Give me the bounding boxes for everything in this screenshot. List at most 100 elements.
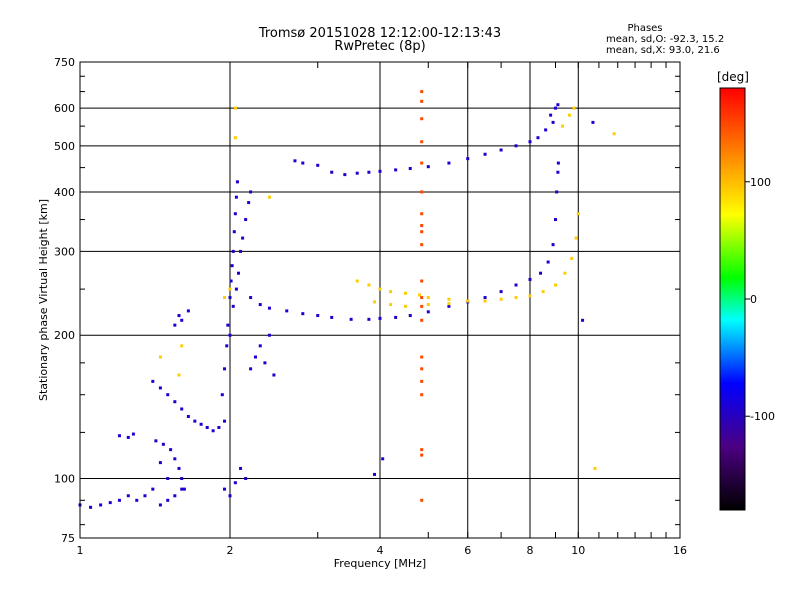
data-point-o [355, 171, 359, 175]
data-point-o [236, 271, 240, 275]
data-point-o [539, 271, 543, 275]
data-point-o [408, 314, 412, 318]
colorbar-tick-label: 0 [750, 293, 757, 306]
data-point-x [514, 296, 518, 300]
data-point-o [556, 103, 560, 107]
data-point-noise [420, 318, 424, 322]
data-point-o [177, 466, 181, 470]
data-point-o [241, 236, 245, 240]
data-point-o [528, 277, 532, 281]
data-point-noise [420, 90, 424, 94]
data-point-noise [420, 140, 424, 144]
data-point-o [186, 414, 190, 418]
data-point-o [581, 318, 585, 322]
data-point-o [211, 429, 215, 433]
data-point-noise [420, 161, 424, 165]
x-tick-label: 2 [227, 544, 234, 557]
data-point-x [567, 113, 571, 117]
data-point-x [367, 283, 371, 287]
x-tick-label: 4 [377, 544, 384, 557]
phase-stats-x: mean, sd,X: 93.0, 21.6 [606, 45, 720, 56]
data-point-o [244, 218, 248, 222]
data-point-x [574, 236, 578, 240]
data-point-noise [420, 230, 424, 234]
colorbar-tick-label: 100 [750, 176, 771, 189]
data-point-x [417, 293, 421, 297]
data-point-x [593, 466, 597, 470]
data-point-noise [420, 117, 424, 121]
data-point-o [426, 310, 430, 314]
data-point-o [258, 303, 262, 307]
data-point-x [233, 136, 237, 140]
data-point-o [231, 249, 235, 253]
data-point-o [316, 314, 320, 318]
data-point-noise [420, 498, 424, 502]
data-point-o [173, 400, 177, 404]
data-point-noise [420, 367, 424, 371]
data-point-o [180, 318, 184, 322]
data-point-noise [420, 224, 424, 228]
data-point-o [551, 120, 555, 124]
data-point-o [483, 152, 487, 156]
phase-stats-o: mean, sd,O: -92.3, 15.2 [606, 34, 725, 45]
data-point-o [285, 309, 289, 313]
y-tick-label: 75 [61, 532, 75, 545]
data-point-noise [420, 453, 424, 457]
data-point-o [226, 323, 230, 327]
data-point-x [483, 299, 487, 303]
data-point-o [301, 161, 305, 165]
x-tick-label: 6 [464, 544, 471, 557]
data-point-o [556, 170, 560, 174]
data-point-noise [420, 190, 424, 194]
data-point-o [89, 505, 93, 509]
data-point-noise [420, 393, 424, 397]
data-point-o [151, 487, 155, 491]
data-point-o [546, 260, 550, 264]
data-point-o [293, 159, 297, 163]
data-point-x [233, 106, 237, 110]
data-point-o [330, 315, 334, 319]
data-point-o [228, 333, 232, 337]
data-point-o [408, 167, 412, 171]
y-tick-label: 500 [54, 140, 75, 153]
data-point-o [151, 379, 155, 383]
data-point-x [553, 283, 557, 287]
data-point-x [561, 124, 565, 128]
data-point-x [223, 296, 227, 300]
data-point-o [544, 128, 548, 132]
data-point-o [316, 163, 320, 167]
data-point-o [301, 312, 305, 316]
chart-subtitle: RwPretec (8p) [334, 39, 426, 54]
data-point-x [355, 279, 359, 283]
data-point-noise [420, 448, 424, 452]
colorbar-ticks: 100 0 -100 [745, 176, 775, 423]
data-point-o [223, 419, 227, 423]
data-point-o [126, 494, 130, 498]
data-point-o [267, 306, 271, 310]
data-point-x [180, 344, 184, 348]
data-point-o [234, 195, 238, 199]
data-point-o [182, 487, 186, 491]
data-point-o [447, 304, 451, 308]
data-point-o [244, 477, 248, 481]
data-point-o [161, 442, 165, 446]
data-point-o [258, 344, 262, 348]
data-point-noise [420, 304, 424, 308]
data-point-o [394, 315, 398, 319]
y-tick-label: 600 [54, 102, 75, 115]
data-point-o [186, 309, 190, 313]
data-point-o [173, 323, 177, 327]
data-point-noise [420, 296, 424, 300]
data-point-x [389, 303, 393, 307]
data-point-o [551, 243, 555, 247]
data-point-noise [420, 379, 424, 383]
x-axis: 1 2 4 6 8 10 16 [77, 62, 687, 557]
data-point-o [555, 190, 559, 194]
data-point-o [591, 120, 595, 124]
data-point-noise [420, 212, 424, 216]
data-point-o [173, 457, 177, 461]
data-point-o [394, 168, 398, 172]
data-point-noise [420, 99, 424, 103]
data-point-o [272, 373, 276, 377]
data-point-o [131, 432, 135, 436]
